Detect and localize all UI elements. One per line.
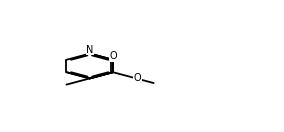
Text: O: O xyxy=(109,51,117,61)
Text: N: N xyxy=(86,45,93,55)
Text: O: O xyxy=(134,73,141,83)
